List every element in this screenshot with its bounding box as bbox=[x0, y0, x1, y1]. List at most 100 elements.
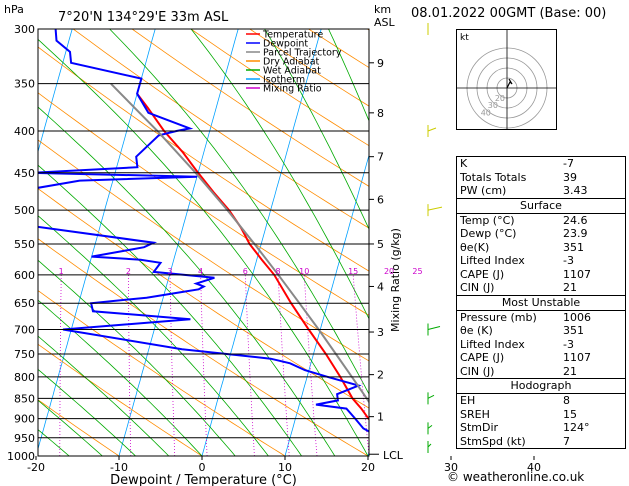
stat-label: Totals Totals bbox=[460, 170, 527, 184]
mixing-ratio-label: 6 bbox=[243, 267, 248, 276]
km-tick-label: 1 bbox=[377, 411, 384, 424]
plot-frame bbox=[37, 28, 370, 457]
wind-barb-flag bbox=[427, 443, 432, 448]
stat-value: 1006 bbox=[563, 310, 591, 324]
mixing-ratio-label: 2 bbox=[126, 267, 131, 276]
pressure-tick-label: 400 bbox=[14, 125, 35, 138]
pressure-tick-label: 950 bbox=[14, 432, 35, 445]
dry-adiabat-line bbox=[38, 46, 369, 272]
km-tick-label: 5 bbox=[377, 238, 384, 251]
wind-barb-flag bbox=[427, 206, 443, 211]
indices-section: K -7 Totals Totals 39 PW (cm) 3.43 bbox=[457, 157, 625, 198]
km-unit-label: km bbox=[374, 3, 391, 16]
dry-adiabat-line bbox=[38, 399, 120, 456]
mixing-ratio-label: 1 bbox=[59, 267, 64, 276]
stat-label: CAPE (J) bbox=[460, 351, 505, 364]
temp-tick-label: 40 bbox=[527, 461, 541, 474]
hodograph-ring-label: 30 bbox=[488, 101, 498, 110]
wet-adiabat-line bbox=[38, 335, 170, 456]
legend-label: Wet Adiabat bbox=[263, 66, 321, 77]
wind-barb-flag bbox=[427, 394, 435, 399]
wet-adiabat-line bbox=[264, 29, 369, 231]
wet-adiabat-line bbox=[38, 259, 236, 456]
mixing-ratio-label: 25 bbox=[412, 267, 422, 276]
asl-unit-label: ASL bbox=[374, 16, 396, 29]
mixing-ratio-line bbox=[200, 274, 208, 456]
mixing-ratio-label: 3 bbox=[167, 267, 172, 276]
stat-value: 39 bbox=[563, 170, 577, 184]
pressure-tick-label: 450 bbox=[14, 167, 35, 180]
unstable-section: Most Unstable Pressure (mb) 1006 θe (K) 351… bbox=[457, 294, 625, 379]
stat-label: θe (K) bbox=[460, 324, 493, 337]
wind-barb-flag bbox=[427, 424, 433, 429]
stat-value: 24.6 bbox=[563, 213, 588, 227]
stat-row: Lifted Index -3 bbox=[457, 338, 625, 352]
dry-adiabat-line bbox=[38, 343, 203, 456]
stat-row: SREH 15 bbox=[457, 408, 625, 422]
stat-value: 351 bbox=[563, 240, 584, 254]
stat-value: 124° bbox=[563, 421, 590, 434]
stat-row: CIN (J) 21 bbox=[457, 281, 625, 295]
stat-value: 1107 bbox=[563, 351, 591, 364]
pressure-tick-label: 350 bbox=[14, 78, 35, 91]
wet-adiabat-line bbox=[38, 215, 269, 456]
hodograph-ring-label: 40 bbox=[481, 108, 491, 117]
legend-label: Mixing Ratio bbox=[263, 84, 322, 95]
pressure-tick-label: 800 bbox=[14, 371, 35, 384]
x-axis-label: Dewpoint / Temperature (°C) bbox=[110, 473, 297, 486]
km-tick-label: 6 bbox=[377, 193, 384, 206]
mixing-ratio-line bbox=[244, 274, 255, 456]
stat-value: -7 bbox=[563, 157, 574, 170]
stat-row: θe(K) 351 bbox=[457, 241, 625, 255]
pressure-unit-label: hPa bbox=[4, 3, 24, 16]
stat-label: Lifted Index bbox=[460, 254, 525, 267]
stat-row: StmSpd (kt) 7 bbox=[457, 435, 625, 449]
stat-value: 1107 bbox=[563, 267, 591, 281]
stat-value: 8 bbox=[563, 394, 570, 407]
stat-label: Temp (°C) bbox=[460, 213, 515, 227]
dry-adiabat-line bbox=[72, 29, 369, 229]
wet-adiabat-line bbox=[38, 399, 103, 456]
pressure-tick-label: 850 bbox=[14, 392, 35, 405]
legend-label: Isotherm bbox=[263, 75, 305, 86]
mixing-ratio-line bbox=[128, 274, 132, 456]
mixing-ratio-label: 20 bbox=[384, 267, 394, 276]
temp-tick-label: -20 bbox=[27, 461, 45, 474]
temp-tick-label: 10 bbox=[278, 461, 292, 474]
pressure-tick-label: 700 bbox=[14, 324, 35, 337]
location-label: 7°20'N 134°29'E 33m ASL bbox=[58, 10, 229, 25]
mixing-ratio-line bbox=[352, 274, 369, 456]
km-tick-label: 2 bbox=[377, 369, 384, 382]
stat-label: StmSpd (kt) bbox=[460, 434, 526, 448]
hodograph-unit-label: kt bbox=[460, 33, 469, 43]
mixing-ratio-line bbox=[59, 274, 62, 456]
dry-adiabat-line bbox=[131, 29, 369, 187]
legend-label: Temperature bbox=[262, 30, 323, 41]
temp-tick-label: 20 bbox=[361, 461, 375, 474]
stat-row: Temp (°C) 24.6 bbox=[457, 214, 625, 228]
stat-label: CIN (J) bbox=[460, 364, 495, 378]
km-tick-label: 7 bbox=[377, 151, 384, 164]
legend-label: Parcel Trajectory bbox=[263, 48, 342, 59]
datetime-label: 08.01.2022 00GMT (Base: 00) bbox=[411, 6, 607, 21]
surface-section: Surface Temp (°C) 24.6 Dewp (°C) 23.9 θe(K) 3… bbox=[457, 197, 625, 295]
stat-row: CAPE (J) 1107 bbox=[457, 351, 625, 365]
legend-label: Dry Adiabat bbox=[263, 57, 320, 68]
stat-label: Lifted Index bbox=[460, 337, 525, 351]
hodograph-trace bbox=[506, 78, 513, 89]
stat-row: Dewp (°C) 23.9 bbox=[457, 227, 625, 241]
km-tick-label: 8 bbox=[377, 107, 384, 120]
mixing-ratio-label: 10 bbox=[299, 267, 309, 276]
hodograph-ring-label: 20 bbox=[495, 94, 505, 103]
stat-value: 15 bbox=[563, 407, 577, 421]
hodograph-panel: kt 20 30 40 bbox=[456, 29, 557, 130]
pressure-tick-label: 650 bbox=[14, 297, 35, 310]
mixing-ratio-line bbox=[277, 274, 290, 456]
stat-row: PW (cm) 3.43 bbox=[457, 184, 625, 198]
unstable-title: Most Unstable bbox=[457, 296, 625, 311]
stat-value: 351 bbox=[563, 324, 584, 337]
pressure-tick-label: 900 bbox=[14, 413, 35, 426]
stat-row: Totals Totals 39 bbox=[457, 171, 625, 185]
